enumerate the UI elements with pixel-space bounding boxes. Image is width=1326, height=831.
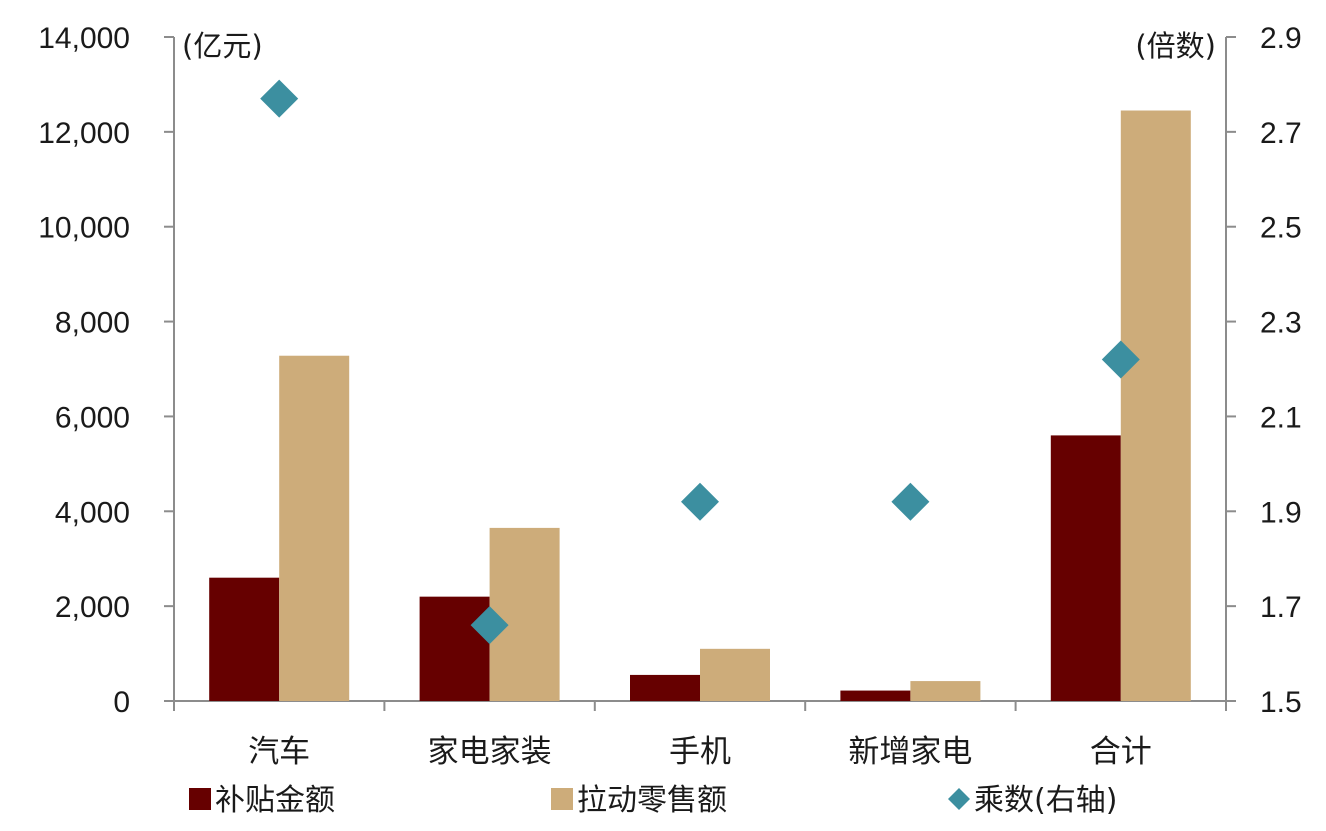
bar-subsidy-3 bbox=[840, 690, 911, 701]
bar-retail-0 bbox=[279, 355, 350, 701]
bar-subsidy-4 bbox=[1050, 435, 1121, 701]
legend-label-1: 拉动零售额 bbox=[577, 783, 727, 818]
y-left-tick-label: 10,000 bbox=[38, 212, 130, 245]
legend-label-0: 补贴金额 bbox=[215, 783, 335, 818]
y-right-tick-label: 2.3 bbox=[1260, 307, 1302, 340]
y-left-tick-label: 2,000 bbox=[55, 591, 130, 624]
x-tick-label: 家电家装 bbox=[428, 734, 552, 770]
bars bbox=[209, 110, 1191, 701]
y-right-tick-label: 1.5 bbox=[1260, 686, 1302, 719]
bar-retail-1 bbox=[489, 527, 560, 701]
legend-swatch-2 bbox=[948, 788, 970, 810]
y-left-unit: (亿元) bbox=[182, 29, 263, 63]
y-right-tick-label: 2.5 bbox=[1260, 212, 1302, 245]
bar-retail-4 bbox=[1120, 110, 1191, 701]
y-right-tick-label: 2.7 bbox=[1260, 117, 1302, 150]
y-right-tick-label: 2.9 bbox=[1260, 22, 1302, 55]
multiplier-point-0 bbox=[260, 79, 299, 118]
multiplier-point-3 bbox=[891, 482, 930, 521]
legend-swatch-1 bbox=[551, 788, 573, 810]
y-left-tick-label: 12,000 bbox=[38, 117, 130, 150]
bar-subsidy-1 bbox=[419, 596, 490, 701]
y-right-tick-label: 1.7 bbox=[1260, 591, 1302, 624]
bar-subsidy-2 bbox=[630, 674, 700, 701]
y-right-tick-label: 1.9 bbox=[1260, 496, 1302, 529]
legend: 补贴金额 拉动零售额 乘数(右轴) bbox=[189, 783, 1117, 818]
y-left-tick-label: 4,000 bbox=[55, 496, 130, 529]
y-left-tick-label: 0 bbox=[113, 686, 130, 719]
labels: 0 2,000 4,000 6,000 8,000 10,000 12,000 14,000 1… bbox=[38, 22, 1301, 770]
multiplier-points bbox=[260, 79, 1140, 645]
x-tick-label: 手机 bbox=[669, 734, 731, 770]
multiplier-point-4 bbox=[1101, 340, 1140, 379]
bar-subsidy-0 bbox=[209, 577, 280, 701]
legend-swatch-0 bbox=[189, 788, 211, 810]
y-right-unit: (倍数) bbox=[1135, 29, 1216, 63]
multiplier-point-2 bbox=[681, 482, 719, 521]
legend-label-2: 乘数(右轴) bbox=[974, 783, 1117, 818]
y-right-tick-label: 2.1 bbox=[1260, 401, 1302, 434]
bar-retail-2 bbox=[700, 648, 770, 701]
x-tick-label: 新增家电 bbox=[848, 734, 972, 770]
bar-retail-3 bbox=[910, 681, 981, 701]
y-left-tick-label: 8,000 bbox=[55, 307, 130, 340]
x-tick-label: 合计 bbox=[1090, 734, 1152, 770]
multiplier-point-1 bbox=[470, 606, 509, 645]
y-left-tick-label: 14,000 bbox=[38, 22, 130, 55]
y-left-tick-label: 6,000 bbox=[55, 401, 130, 434]
x-tick-label: 汽车 bbox=[248, 734, 310, 770]
